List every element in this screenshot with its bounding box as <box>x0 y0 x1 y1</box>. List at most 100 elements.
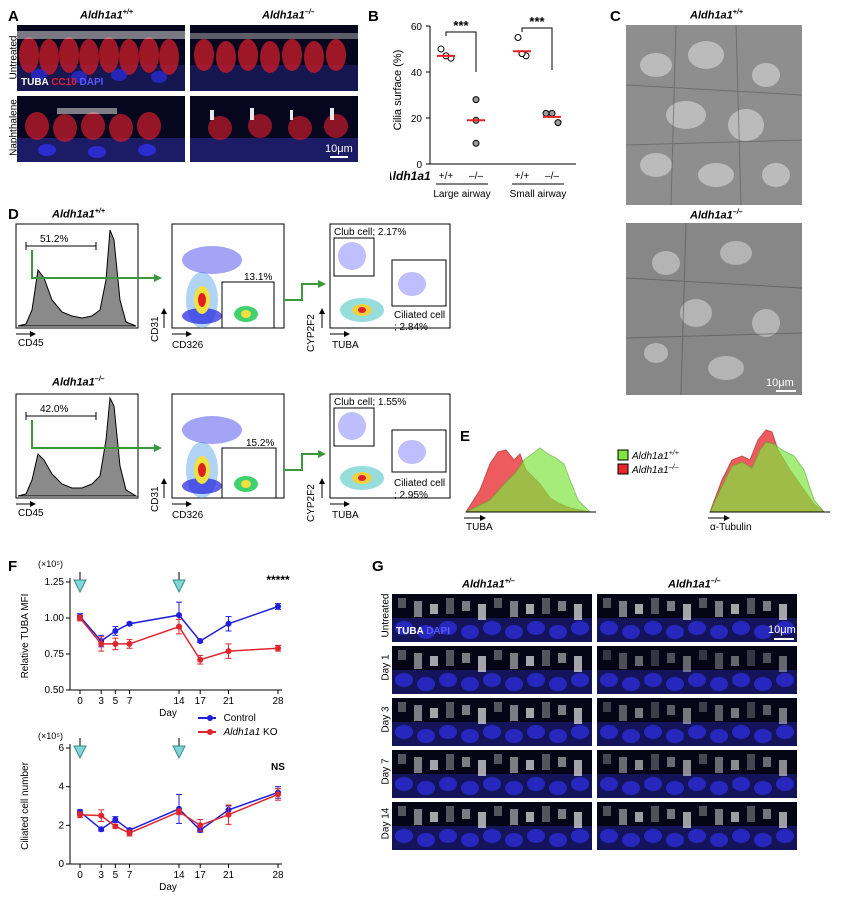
panel-a-label: A <box>8 8 19 25</box>
data-point <box>197 656 204 663</box>
panel-d-axis-cd45: CD45 <box>18 508 44 519</box>
panel-e-legend-wt: Aldh1a1+/+ <box>631 450 679 462</box>
data-point <box>77 615 83 621</box>
panel-d-axis-cd326: CD326 <box>172 510 204 521</box>
panel-e-legend-ko-swatch <box>617 463 629 475</box>
panel-b-point <box>542 109 550 117</box>
panel-c-scale-bar <box>776 390 796 392</box>
x-tick-label: 14 <box>173 870 185 881</box>
panel-d-axis-cyp2f2: CYP2F2 <box>306 314 317 352</box>
panel-e-legend-wt-swatch <box>617 449 629 461</box>
panel-d-title-ko: Aldh1a1–/– <box>52 376 105 389</box>
data-point <box>77 811 83 818</box>
panel-g-image-ko <box>597 646 797 694</box>
panel-a-stain-legend: TUBA CC10 DAPI <box>21 77 104 88</box>
panel-b-point <box>514 34 522 41</box>
y-tick-label: 1.25 <box>45 577 65 588</box>
treatment-arrow-icon <box>73 579 87 594</box>
panel-d-ciliated-ko-pct: ; 2.95% <box>394 490 428 501</box>
x-tick-label: 17 <box>195 870 207 881</box>
panel-b-sig: *** <box>453 18 469 33</box>
panel-b-yaxis <box>426 25 576 165</box>
data-point <box>225 620 232 627</box>
panel-g-scale-label: 10μm <box>768 624 796 636</box>
panel-d-density-wt <box>171 223 285 329</box>
data-point <box>225 811 232 818</box>
panel-g-col-ko: Aldh1a1–/– <box>668 578 721 591</box>
x-tick-label: 5 <box>113 696 119 707</box>
data-point <box>176 612 182 619</box>
panel-d-gate-cd326-wt: 13.1% <box>244 272 272 283</box>
panel-d-row-ko: 42.0% CD45 15.2% CD326 CD31 Club cell; 1… <box>15 393 451 522</box>
panel-d-axis-tuba: TUBA <box>332 510 359 521</box>
panel-g-image-ko <box>597 594 797 642</box>
panel-a-image-ko-naphthalene <box>190 96 358 162</box>
x-tick-label: 21 <box>223 870 235 881</box>
data-point <box>275 645 281 652</box>
panel-c-sem-wt <box>626 25 802 205</box>
treatment-arrow-icon <box>172 745 186 760</box>
panel-b-point <box>472 96 480 104</box>
data-point <box>112 816 119 823</box>
panel-e-xlabel-atubulin: α-Tubulin <box>710 522 752 533</box>
panel-f-bottom-chart: 0 2 4 6 0 3 5 7 14 17 21 28 Day Ciliated cell number N… <box>20 738 285 893</box>
panel-a-scale-bar <box>330 156 348 158</box>
panel-b-ytick: 0 <box>416 160 422 171</box>
panel-a-image-wt-naphthalene <box>17 96 185 162</box>
panel-d-ciliated-wt-pct: ; 2.84% <box>394 322 428 333</box>
y-tick-label: 2 <box>58 820 64 831</box>
y-tick-label: 0.50 <box>45 685 65 696</box>
panel-g-row-label: Day 3 <box>380 706 392 733</box>
panel-b-point <box>437 45 445 53</box>
x-tick-label: 7 <box>127 696 133 707</box>
panel-c-title-ko: Aldh1a1–/– <box>690 209 743 222</box>
data-point <box>98 812 105 819</box>
data-point <box>126 830 133 837</box>
panel-b-bracket <box>521 27 553 70</box>
panel-b-ytick: 20 <box>411 114 423 125</box>
panel-e-legend-ko: Aldh1a1–/– <box>631 464 679 476</box>
panel-g-stain-legend: TUBA DAPI <box>396 626 451 637</box>
data-point <box>197 822 204 829</box>
panel-f-bottom-exp: (×10⁵) <box>38 731 63 741</box>
panel-e-xlabel-tuba: TUBA <box>466 522 493 533</box>
panel-g-image-wt <box>392 750 592 798</box>
panel-b-label: B <box>368 8 379 25</box>
panel-g-image-wt <box>392 594 592 642</box>
panel-d-axis-cd31: CD31 <box>150 486 161 512</box>
panel-d-ciliated-wt: Ciliated cell <box>394 310 445 321</box>
y-tick-label: 1.00 <box>45 613 65 624</box>
data-point <box>275 603 281 610</box>
y-axis-label: Ciliated cell number <box>20 761 31 849</box>
panel-d-axis-cd326: CD326 <box>172 340 204 351</box>
panel-g-row-label: Day 14 <box>380 807 392 840</box>
panel-f-legend-ko: Aldh1a1 KO <box>198 726 278 740</box>
significance-label: ***** <box>266 573 290 587</box>
panel-g-image-wt <box>392 802 592 850</box>
panel-b-ytick: 40 <box>411 68 423 79</box>
x-tick-label: 3 <box>98 870 104 881</box>
panel-e-label: E <box>460 428 471 445</box>
panel-b-group: Large airway <box>433 189 490 200</box>
panel-g-image-ko <box>597 802 797 850</box>
data-point <box>112 640 119 647</box>
panel-d-club-wt: Club cell; 2.17% <box>334 227 406 238</box>
panel-d-axis-cd45: CD45 <box>18 338 44 349</box>
panel-f-legend: Control Aldh1a1 KO <box>198 712 278 740</box>
y-tick-label: 0.75 <box>45 649 65 660</box>
data-point <box>126 620 133 627</box>
panel-f-label: F <box>8 558 18 575</box>
panel-d-row-wt: 51.2% CD45 13.1% CD326 CD31 Club cell; 2… <box>15 223 451 352</box>
panel-d-title-wt: Aldh1a1+/+ <box>52 208 105 221</box>
panel-c-scale-label: 10μm <box>766 377 794 389</box>
panel-g-image-ko <box>597 698 797 746</box>
y-tick-label: 4 <box>58 782 64 793</box>
data-point <box>126 640 133 647</box>
y-tick-label: 0 <box>58 859 64 870</box>
panel-g-row-label: Day 1 <box>380 654 392 681</box>
panel-g-image-wt <box>392 698 592 746</box>
panel-d-histogram-wt <box>15 223 139 329</box>
x-tick-label: 0 <box>77 696 83 707</box>
x-tick-label: 3 <box>98 696 104 707</box>
panel-b-point <box>554 119 562 127</box>
